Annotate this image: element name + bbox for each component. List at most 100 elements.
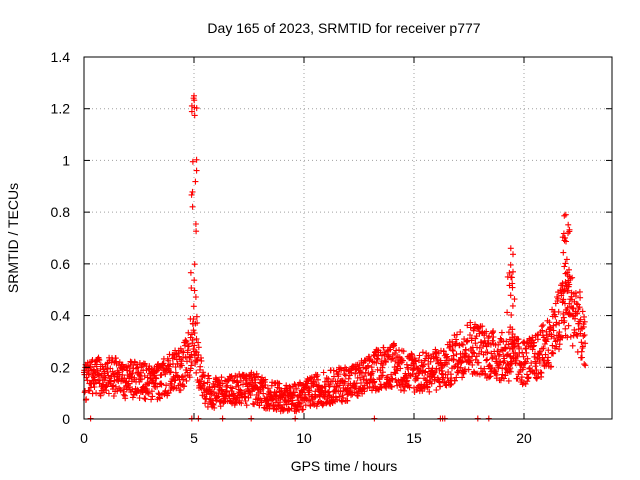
data-point bbox=[551, 335, 558, 342]
data-point bbox=[374, 355, 380, 362]
data-point bbox=[157, 395, 163, 402]
data-point bbox=[507, 245, 514, 252]
data-point bbox=[183, 377, 190, 384]
data-point bbox=[539, 354, 546, 361]
data-point bbox=[334, 396, 341, 403]
data-point bbox=[138, 376, 145, 383]
data-point bbox=[153, 375, 160, 382]
data-point bbox=[376, 376, 383, 383]
data-point bbox=[561, 212, 568, 219]
data-point bbox=[578, 339, 585, 346]
data-point bbox=[509, 345, 516, 352]
data-point bbox=[373, 359, 380, 366]
y-tick-label: 0.4 bbox=[51, 308, 71, 324]
data-point bbox=[110, 382, 117, 389]
data-point bbox=[253, 370, 260, 377]
data-point bbox=[165, 357, 172, 364]
data-point bbox=[574, 332, 581, 339]
data-point bbox=[483, 357, 490, 364]
data-point bbox=[335, 371, 342, 378]
data-point bbox=[577, 316, 584, 323]
data-point bbox=[563, 238, 569, 245]
data-point bbox=[172, 369, 179, 376]
data-point bbox=[193, 335, 200, 342]
data-point bbox=[460, 341, 466, 348]
data-point bbox=[131, 374, 138, 381]
data-point bbox=[180, 354, 186, 361]
data-point bbox=[360, 376, 367, 383]
data-point bbox=[363, 379, 370, 385]
data-point bbox=[191, 92, 197, 99]
data-point bbox=[533, 367, 540, 374]
data-point bbox=[169, 355, 176, 362]
data-point bbox=[311, 401, 318, 408]
data-point bbox=[501, 357, 508, 364]
data-point bbox=[449, 338, 456, 345]
data-point bbox=[559, 299, 566, 306]
data-point bbox=[549, 342, 556, 349]
data-point bbox=[484, 349, 491, 356]
data-point bbox=[481, 365, 488, 372]
data-point bbox=[569, 342, 576, 349]
data-point bbox=[198, 357, 205, 364]
data-point bbox=[505, 377, 512, 384]
data-point bbox=[361, 373, 368, 380]
x-tick-label: 20 bbox=[516, 430, 532, 446]
data-point bbox=[207, 388, 214, 395]
data-point bbox=[93, 390, 100, 397]
data-point bbox=[465, 366, 472, 373]
data-point bbox=[427, 358, 434, 365]
data-point bbox=[577, 294, 584, 301]
data-point bbox=[136, 378, 143, 385]
data-point bbox=[509, 284, 516, 291]
data-point bbox=[242, 390, 249, 397]
data-point bbox=[345, 375, 352, 382]
data-point bbox=[193, 156, 200, 163]
data-point bbox=[344, 397, 351, 404]
data-point bbox=[555, 295, 561, 302]
data-point bbox=[507, 368, 514, 375]
data-point bbox=[181, 383, 188, 390]
data-point bbox=[483, 343, 490, 350]
y-axis-label: SRMTID / TECUs bbox=[5, 183, 21, 293]
grid-lines bbox=[84, 57, 612, 419]
data-point bbox=[192, 221, 199, 227]
data-point bbox=[248, 381, 255, 388]
data-point bbox=[437, 383, 444, 390]
data-point bbox=[556, 329, 563, 336]
x-tick-label: 0 bbox=[80, 430, 88, 446]
data-point bbox=[400, 348, 407, 355]
data-point bbox=[206, 375, 213, 382]
data-point bbox=[433, 387, 440, 393]
data-point bbox=[457, 329, 464, 335]
data-point bbox=[158, 371, 165, 378]
data-point bbox=[396, 381, 403, 388]
data-point bbox=[300, 406, 307, 413]
y-tick-label: 0 bbox=[62, 411, 70, 427]
data-point bbox=[188, 285, 195, 291]
data-point bbox=[194, 356, 201, 363]
data-point bbox=[201, 380, 208, 387]
data-point bbox=[451, 332, 458, 339]
data-point bbox=[464, 322, 471, 329]
data-point bbox=[219, 380, 226, 387]
data-point bbox=[184, 347, 191, 354]
data-point bbox=[221, 398, 228, 405]
data-point bbox=[210, 389, 217, 396]
data-point bbox=[453, 374, 460, 381]
data-point bbox=[210, 402, 217, 408]
data-point bbox=[126, 364, 133, 371]
data-point bbox=[524, 355, 531, 362]
data-point bbox=[380, 361, 386, 368]
data-point bbox=[497, 335, 504, 342]
data-point bbox=[191, 261, 198, 268]
data-point bbox=[452, 341, 459, 347]
y-tick-label: 1 bbox=[62, 152, 70, 168]
data-point bbox=[523, 349, 530, 356]
data-point bbox=[507, 292, 514, 299]
data-point bbox=[177, 345, 184, 352]
data-point bbox=[388, 356, 395, 363]
data-point bbox=[548, 331, 555, 338]
data-point bbox=[188, 108, 195, 115]
data-point bbox=[511, 342, 518, 349]
